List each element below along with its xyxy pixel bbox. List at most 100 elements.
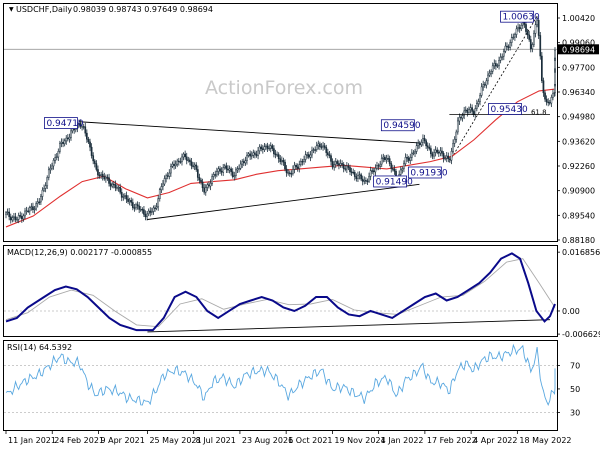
rsi-tick-label: 70 [570, 361, 580, 370]
candle-body [374, 168, 377, 173]
candle-body [517, 27, 519, 30]
candle-body [306, 154, 309, 156]
candle-body [101, 173, 104, 177]
candle-body [380, 158, 383, 165]
candle-body [479, 95, 481, 102]
candle-body [336, 161, 339, 164]
candle-body [204, 187, 207, 193]
candle-body [225, 165, 228, 170]
candle-body [111, 183, 114, 187]
candle-body [244, 160, 247, 164]
candle-body [349, 167, 351, 173]
candle-body [227, 168, 229, 171]
candle-body [193, 164, 196, 167]
candle-body [51, 165, 53, 169]
candle-body [133, 207, 136, 209]
candle-body [414, 151, 416, 154]
price-label-box [488, 103, 522, 115]
candle-body [97, 169, 99, 176]
candle-body [298, 164, 301, 169]
candle-body [317, 143, 320, 147]
candle-body [246, 155, 248, 161]
candle-body [501, 55, 504, 58]
candle-body [192, 165, 194, 167]
candle-body [537, 20, 540, 36]
candle-body [290, 173, 293, 175]
candle-body [217, 168, 220, 172]
candle-body [450, 151, 453, 161]
candle-body [269, 145, 272, 149]
panel-frames [3, 3, 558, 431]
candle-body [322, 145, 324, 148]
candle-body [54, 157, 56, 161]
macd-panel-frame [3, 245, 558, 337]
candle-body [81, 126, 83, 128]
candle-body [287, 172, 290, 174]
candle-body [36, 201, 39, 204]
candle-body [466, 109, 469, 113]
candle-body [430, 148, 432, 155]
candle-body [28, 207, 31, 212]
macd-trendline [147, 319, 551, 333]
price-label-box [407, 166, 442, 179]
candle-body [325, 147, 328, 153]
candle-body [190, 161, 193, 167]
candle-body [458, 117, 461, 122]
price-tick-label: 0.92260 [562, 162, 595, 171]
candle-body [59, 143, 61, 152]
candle-body [350, 171, 353, 173]
candle-body [379, 163, 381, 167]
candle-body [136, 204, 139, 207]
candle-body [24, 210, 26, 217]
candle-body [152, 207, 155, 212]
candle-body [143, 209, 145, 215]
candle-body [482, 84, 485, 88]
x-tick-label: 4 Apr 2022 [473, 436, 517, 445]
candle-body [187, 159, 190, 161]
x-tick-label: 17 Feb 2022 [427, 436, 477, 445]
candle-body [70, 130, 72, 138]
candle-body [371, 170, 374, 172]
candle-body [182, 153, 185, 158]
candle-body [151, 211, 153, 213]
candle-body [309, 154, 312, 158]
candle-body [149, 210, 152, 213]
candle-body [166, 175, 169, 177]
price-tick-label: 0.97700 [562, 63, 595, 72]
candle-body [239, 163, 242, 169]
candle-body [25, 210, 28, 212]
x-tick-label: 24 Feb 2021 [54, 436, 104, 445]
price-label: 0.95430 [491, 105, 528, 115]
candle-body [420, 142, 423, 146]
candle-body [279, 158, 282, 162]
candle-body [127, 198, 129, 202]
candle-body [95, 163, 98, 170]
candle-body [268, 147, 271, 150]
candle-body [13, 216, 15, 218]
candle-body [87, 138, 90, 143]
candle-body [347, 165, 350, 168]
candle-body [220, 170, 223, 173]
candle-body [460, 117, 462, 119]
candle-body [361, 178, 364, 182]
dropdown-triangle-icon[interactable]: ▼ [9, 6, 14, 13]
trendlines [79, 15, 538, 220]
candle-body [360, 174, 362, 180]
candle-body [471, 107, 473, 112]
candle-body [495, 63, 497, 67]
candle-body [415, 145, 418, 152]
candle-body [263, 146, 266, 150]
candle-body [176, 160, 179, 165]
candle-body [266, 145, 269, 149]
macd-line [5, 252, 556, 332]
candle-body [157, 198, 160, 208]
candle-body [103, 176, 106, 180]
candle-body [120, 191, 123, 198]
candle-body [323, 145, 326, 148]
candle-body [233, 175, 236, 177]
candle-body [514, 34, 516, 38]
price-tick-label: 0.88180 [562, 236, 595, 245]
candle-body [196, 169, 199, 178]
candle-body [357, 175, 359, 179]
